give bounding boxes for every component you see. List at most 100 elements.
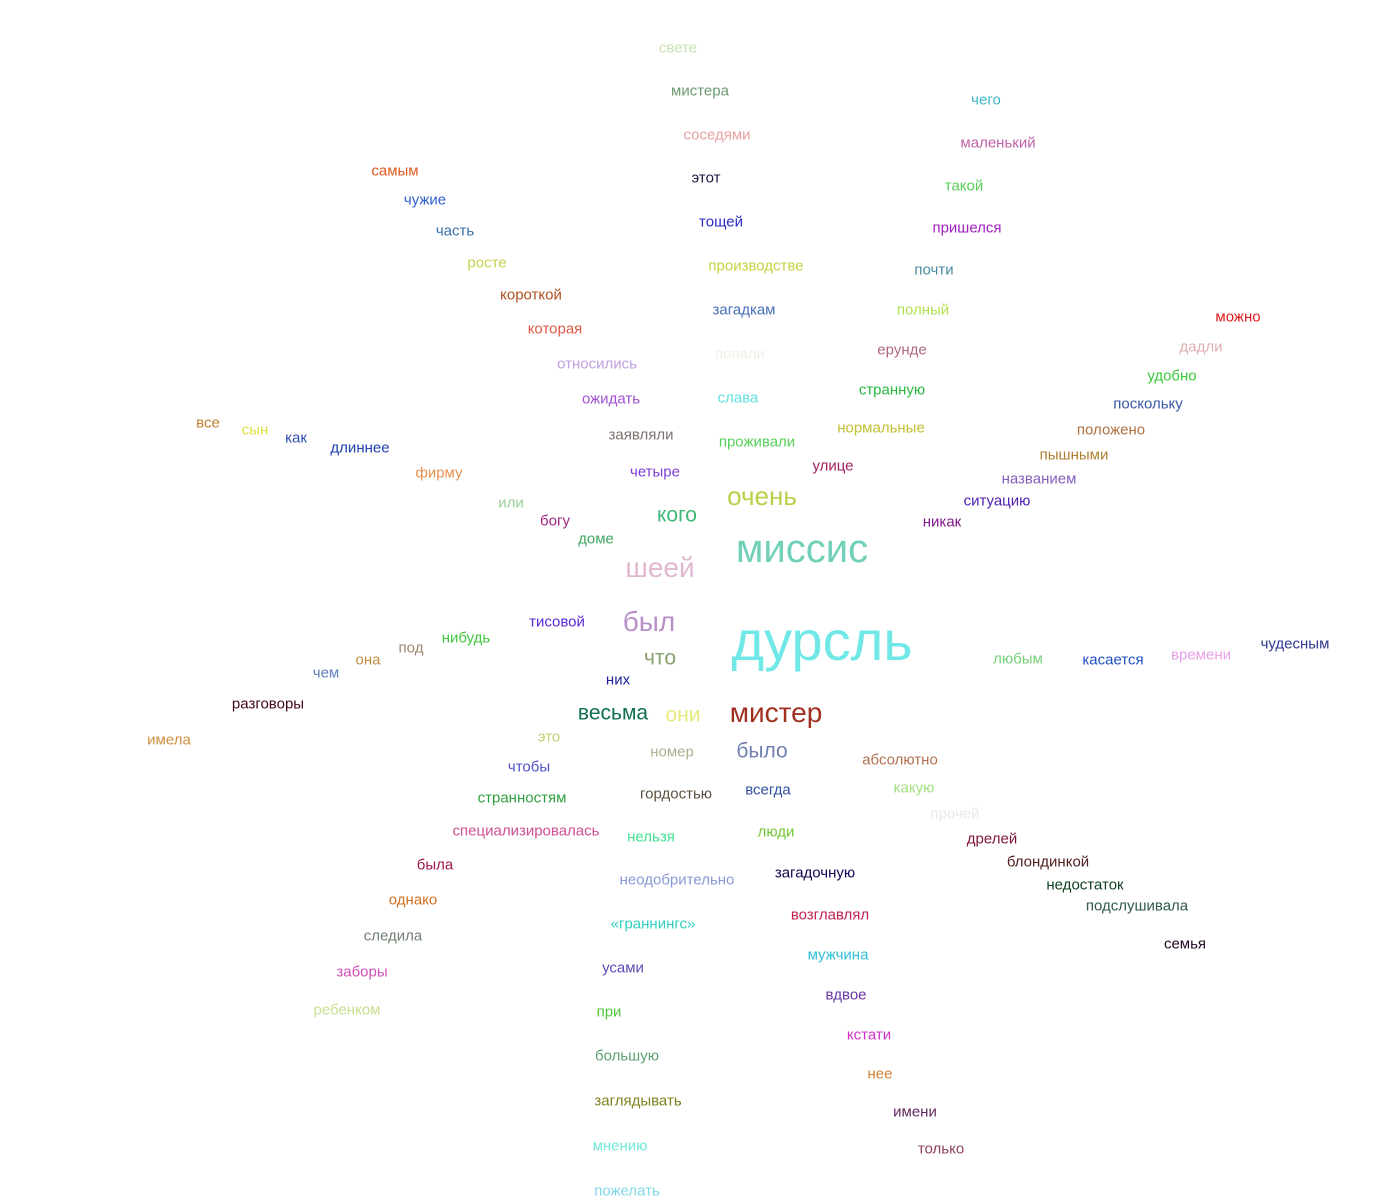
word-cloud-word: мужчина xyxy=(807,946,869,964)
word-cloud-word: нельзя xyxy=(627,828,675,846)
word-cloud-word: загадкам xyxy=(712,301,776,319)
word-cloud-word: только xyxy=(917,1140,965,1158)
word-cloud-word: доме xyxy=(578,530,614,548)
word-cloud-word: миссис xyxy=(735,527,869,571)
word-cloud-word: дрелей xyxy=(966,830,1018,848)
word-cloud-word: весьма xyxy=(577,701,649,725)
word-cloud-word: она xyxy=(355,651,381,669)
word-cloud-word: полный xyxy=(896,301,950,319)
word-cloud-word: ерунде xyxy=(877,341,927,359)
word-cloud-word: пышными xyxy=(1039,446,1109,464)
word-cloud-word: слава xyxy=(717,389,759,407)
word-cloud-word: они xyxy=(665,703,701,727)
word-cloud-word: пожелать xyxy=(594,1182,660,1200)
word-cloud-word: дурсль xyxy=(731,609,913,672)
word-cloud-word: этот xyxy=(691,169,721,187)
word-cloud-word: чтобы xyxy=(507,758,551,776)
word-cloud-word: тисовой xyxy=(529,613,585,631)
word-cloud-word: свете xyxy=(658,39,698,57)
word-cloud-word: четыре xyxy=(630,463,680,481)
word-cloud-word: «граннингс» xyxy=(610,915,696,933)
word-cloud-word: как xyxy=(285,429,307,447)
word-cloud-word: заглядывать xyxy=(594,1092,682,1110)
word-cloud-word: было xyxy=(736,739,788,763)
word-cloud-word: мистер xyxy=(729,697,823,728)
word-cloud-word: часть xyxy=(435,222,475,240)
word-cloud-word: удобно xyxy=(1147,367,1197,385)
word-cloud-word: времени xyxy=(1171,646,1231,664)
word-cloud-word: всегда xyxy=(745,781,791,799)
word-cloud-word: маленький xyxy=(960,134,1036,152)
word-cloud-word: чем xyxy=(312,664,340,682)
word-cloud-word: соседями xyxy=(683,126,751,144)
word-cloud-word: тощей xyxy=(699,213,743,231)
word-cloud-word: разговоры xyxy=(231,695,305,713)
word-cloud-word: положено xyxy=(1076,421,1146,439)
word-cloud-word: дадли xyxy=(1179,338,1223,356)
word-cloud-word: такой xyxy=(944,177,984,195)
word-cloud-word: можно xyxy=(1215,308,1261,326)
word-cloud-word: поскольку xyxy=(1113,395,1183,413)
word-cloud-word: любым xyxy=(993,650,1043,668)
word-cloud-word: попали xyxy=(714,345,766,363)
word-cloud-word: недостаток xyxy=(1046,876,1124,894)
word-cloud-word: длиннее xyxy=(330,439,390,457)
word-cloud-word: при xyxy=(596,1003,622,1021)
word-cloud-word: странностям xyxy=(477,789,567,807)
word-cloud-word: неодобрительно xyxy=(619,871,735,889)
word-cloud-word: был xyxy=(622,606,676,637)
word-cloud-word: нормальные xyxy=(837,419,925,437)
word-cloud-word: однако xyxy=(388,891,438,909)
word-cloud-word: очень xyxy=(727,481,797,511)
word-cloud-word: номер xyxy=(650,743,694,761)
word-cloud-word: пришелся xyxy=(932,219,1002,237)
word-cloud-word: семья xyxy=(1163,935,1207,953)
word-cloud-word: загадочную xyxy=(774,864,856,882)
word-cloud-word: заборы xyxy=(336,963,388,981)
word-cloud-word: чужие xyxy=(403,191,447,209)
word-cloud-word: нее xyxy=(867,1065,893,1083)
word-cloud-word: была xyxy=(416,856,454,874)
word-cloud-word: чего xyxy=(971,91,1001,109)
word-cloud-word: какую xyxy=(893,779,935,797)
word-cloud-word: почти xyxy=(914,261,954,279)
word-cloud-word: проживали xyxy=(718,433,796,451)
word-cloud-word: названием xyxy=(1001,470,1077,488)
word-cloud-word: гордостью xyxy=(639,785,713,803)
word-cloud-word: или xyxy=(498,494,524,512)
word-cloud-word: следила xyxy=(363,927,423,945)
word-cloud-word: усами xyxy=(602,959,644,977)
word-cloud-word: заявляли xyxy=(608,426,674,444)
word-cloud-word: росте xyxy=(467,254,507,272)
word-cloud-word: ребенком xyxy=(313,1001,381,1019)
word-cloud-word: это xyxy=(537,728,561,746)
word-cloud-word: самым xyxy=(371,162,419,180)
word-cloud-word: короткой xyxy=(500,286,562,304)
word-cloud-word: что xyxy=(643,646,677,670)
word-cloud-word: имени xyxy=(893,1103,937,1121)
word-cloud-word: нибудь xyxy=(441,629,491,647)
word-cloud-word: прочей xyxy=(930,805,980,823)
word-cloud-word: кого xyxy=(657,503,697,527)
word-cloud-word: странную xyxy=(858,381,926,399)
word-cloud-word: возглавлял xyxy=(790,906,870,924)
word-cloud-word: блондинкой xyxy=(1006,853,1090,871)
word-cloud-word: вдвое xyxy=(825,986,867,1004)
word-cloud-word: относились xyxy=(557,355,637,373)
word-cloud-word: фирму xyxy=(415,464,463,482)
word-cloud-word: улице xyxy=(812,457,854,475)
word-cloud-word: кстати xyxy=(846,1026,892,1044)
word-cloud-word: подслушивала xyxy=(1085,897,1189,915)
word-cloud-word: шеей xyxy=(625,552,695,583)
word-cloud-word: производстве xyxy=(708,257,804,275)
word-cloud-word: мнению xyxy=(592,1137,648,1155)
word-cloud-word: абсолютно xyxy=(862,751,938,769)
word-cloud-word: специализировалась xyxy=(452,822,600,840)
word-cloud-word: которая xyxy=(527,320,583,338)
word-cloud-word: большую xyxy=(595,1047,659,1065)
word-cloud-word: богу xyxy=(540,512,570,530)
word-cloud-word: них xyxy=(605,671,631,689)
word-cloud-word: касается xyxy=(1082,651,1144,669)
word-cloud-word: люди xyxy=(757,823,795,841)
